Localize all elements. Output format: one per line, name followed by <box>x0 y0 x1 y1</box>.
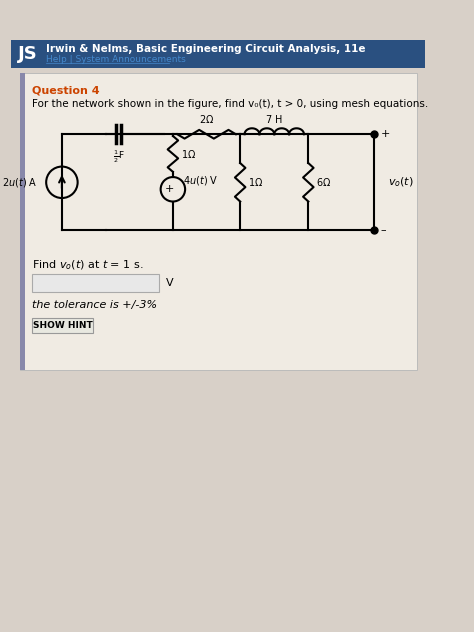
Text: $\frac{1}{2}$F: $\frac{1}{2}$F <box>113 149 125 165</box>
Text: For the network shown in the figure, find v₀(t), t > 0, using mesh equations.: For the network shown in the figure, fin… <box>32 99 428 109</box>
Text: +: + <box>164 185 174 194</box>
Text: $1\Omega$: $1\Omega$ <box>248 176 263 188</box>
Text: Question 4: Question 4 <box>32 85 100 95</box>
Text: the tolerance is +/-3%: the tolerance is +/-3% <box>32 300 157 310</box>
Text: SHOW HINT: SHOW HINT <box>33 321 92 330</box>
FancyBboxPatch shape <box>20 73 25 370</box>
FancyBboxPatch shape <box>20 73 417 370</box>
Text: $2\Omega$: $2\Omega$ <box>199 114 214 126</box>
Text: Irwin & Nelms, Basic Engineering Circuit Analysis, 11e: Irwin & Nelms, Basic Engineering Circuit… <box>46 44 365 54</box>
Text: V: V <box>166 278 173 288</box>
Text: $6\Omega$: $6\Omega$ <box>316 176 331 188</box>
FancyBboxPatch shape <box>32 274 159 291</box>
Text: –: – <box>381 226 386 235</box>
Text: $1\Omega$: $1\Omega$ <box>181 148 196 160</box>
Text: $7$ H: $7$ H <box>265 114 283 126</box>
Text: $v_o(t)$: $v_o(t)$ <box>388 176 414 189</box>
Text: Find $v_o(t)$ at $t$ = 1 s.: Find $v_o(t)$ at $t$ = 1 s. <box>32 258 144 272</box>
FancyBboxPatch shape <box>32 318 93 334</box>
Text: +: + <box>381 129 390 139</box>
Text: Help | System Announcements: Help | System Announcements <box>46 56 186 64</box>
Text: $4u(t)$ V: $4u(t)$ V <box>183 174 219 187</box>
FancyBboxPatch shape <box>11 40 426 68</box>
Text: $2u(t)$ A: $2u(t)$ A <box>2 176 37 189</box>
Text: JS: JS <box>18 45 38 63</box>
